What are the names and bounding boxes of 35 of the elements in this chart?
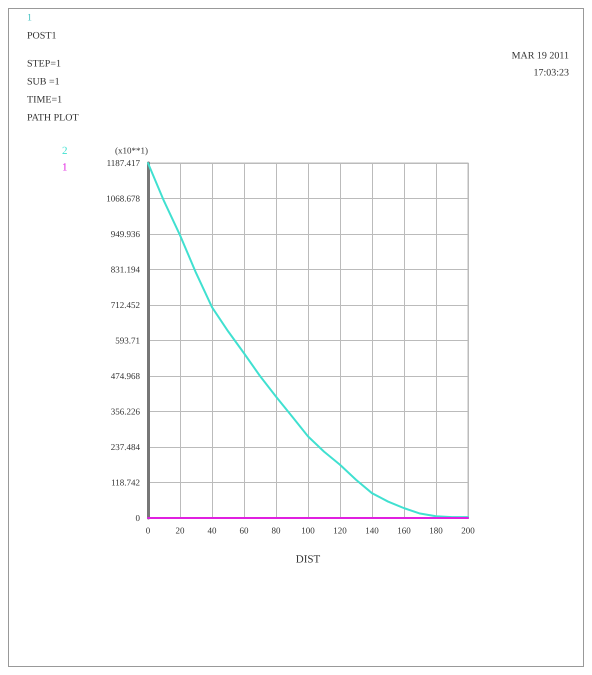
- y-tick-label: 237.484: [110, 442, 140, 452]
- y-tick-label: 118.742: [111, 478, 140, 488]
- x-tick-label: 0: [146, 526, 151, 536]
- y-tick-label: 593.71: [115, 336, 140, 346]
- x-axis-title: DIST: [296, 554, 320, 566]
- text: STEP=1: [27, 58, 61, 70]
- x-tick-label: 160: [397, 526, 412, 536]
- x-tick-label: 100: [301, 526, 316, 536]
- text: 1: [62, 162, 68, 174]
- text: 1: [27, 12, 32, 24]
- y-tick-label: 1068.678: [106, 194, 140, 204]
- x-tick-label: 140: [365, 526, 380, 536]
- text: POST1: [27, 30, 56, 42]
- text: 2: [62, 145, 68, 157]
- y-tick-label: 0: [136, 513, 140, 523]
- y-tick-label: 949.936: [110, 229, 140, 239]
- text: PATH PLOT: [27, 112, 79, 124]
- text: TIME=1: [27, 94, 62, 106]
- y-tick-label: 712.452: [110, 300, 140, 310]
- text: SUB =1: [27, 76, 60, 88]
- x-tick-label: 40: [208, 526, 217, 536]
- x-tick-label: 60: [240, 526, 249, 536]
- x-tick-label: 120: [333, 526, 348, 536]
- y-tick-label: 831.194: [110, 264, 140, 274]
- y-tick-label: 474.968: [110, 371, 140, 381]
- x-tick-label: 180: [429, 526, 444, 536]
- x-tick-label: 80: [272, 526, 281, 536]
- text: MAR 19 2011: [512, 50, 570, 62]
- y-axis-title: (x10**1): [115, 146, 148, 156]
- y-tick-label: 356.226: [110, 406, 140, 416]
- line-series: [147, 162, 469, 518]
- x-tick-label: 200: [461, 526, 476, 536]
- text: 17:03:23: [533, 68, 570, 78]
- y-tick-label: 1187.417: [106, 158, 140, 168]
- x-tick-label: 20: [176, 526, 185, 536]
